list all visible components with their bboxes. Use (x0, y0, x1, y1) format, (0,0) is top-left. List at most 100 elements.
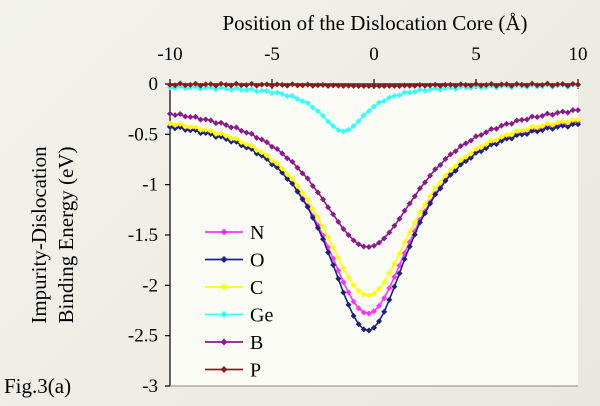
data-point (427, 82, 434, 89)
data-point (432, 191, 439, 198)
data-point (299, 189, 306, 196)
data-point (269, 157, 275, 164)
data-point (483, 82, 490, 89)
data-point (248, 85, 255, 92)
data-point (493, 82, 500, 89)
data-point (238, 82, 245, 89)
data-point (304, 196, 311, 203)
data-point (442, 177, 449, 184)
data-point (539, 112, 546, 119)
data-point (294, 96, 301, 103)
data-point (365, 83, 372, 90)
data-point (376, 99, 383, 106)
data-point (462, 158, 469, 165)
data-point (365, 292, 372, 299)
data-point (513, 80, 520, 87)
data-point (539, 82, 546, 89)
legend-label-c: C (250, 277, 263, 299)
data-point (197, 130, 204, 137)
data-point (325, 234, 332, 241)
data-point (228, 86, 235, 93)
plot-area: -10 -5 0 5 10 0 -0.5 -1 -1.5 -2 -2.5 -3 (128, 44, 588, 397)
data-point (508, 131, 515, 138)
y-tick-label: -3 (142, 376, 158, 397)
data-point (192, 80, 199, 87)
data-point (427, 200, 434, 207)
data-point (243, 144, 250, 151)
data-point (544, 80, 551, 87)
data-point (314, 224, 321, 231)
data-point (437, 179, 444, 186)
data-point (529, 127, 536, 134)
data-point (243, 141, 250, 148)
data-point (488, 137, 495, 144)
data-point (462, 153, 469, 160)
data-point (299, 98, 306, 105)
data-point (401, 82, 408, 89)
data-point (569, 116, 576, 123)
series-p (167, 80, 581, 90)
data-point (575, 81, 581, 88)
data-point (253, 147, 260, 154)
data-point (172, 122, 179, 129)
data-point (355, 288, 362, 295)
data-point (488, 80, 495, 87)
y-axis-title: Impurity-Dislocation Binding Energy (eV) (27, 146, 78, 324)
data-point (360, 243, 367, 250)
data-point (569, 107, 576, 114)
data-point (182, 126, 189, 133)
data-point (422, 82, 428, 89)
data-point (442, 84, 449, 91)
data-point (233, 84, 240, 91)
data-point (294, 82, 301, 89)
data-point (263, 152, 270, 159)
data-point (575, 116, 581, 123)
data-point (253, 134, 260, 141)
data-point (391, 274, 398, 281)
data-point (223, 132, 230, 139)
data-point (228, 124, 235, 131)
data-point (401, 256, 408, 263)
data-point (284, 82, 291, 89)
data-point (212, 130, 219, 137)
data-point (365, 310, 372, 317)
data-point (207, 81, 214, 88)
x-tick-label: -5 (264, 44, 280, 65)
x-tick-label: -10 (157, 44, 182, 65)
data-point (223, 81, 230, 88)
data-point (304, 81, 311, 88)
data-point (228, 138, 235, 145)
data-point (197, 126, 204, 133)
data-point (467, 137, 474, 144)
data-point (411, 82, 418, 89)
data-point (371, 103, 377, 110)
data-point (182, 82, 189, 89)
data-point (345, 232, 352, 239)
data-point (233, 135, 240, 142)
data-point (386, 229, 393, 236)
data-point (299, 82, 306, 89)
x-axis-title: Position of the Dislocation Core (Å) (222, 11, 527, 35)
data-point (437, 82, 444, 89)
data-point (564, 119, 571, 126)
data-point (197, 82, 204, 89)
data-point (289, 92, 296, 99)
data-point (447, 171, 454, 178)
data-point (381, 83, 388, 90)
data-point (539, 127, 546, 134)
data-point (478, 82, 485, 89)
data-point (304, 204, 311, 211)
data-point (569, 121, 576, 128)
data-point (279, 165, 286, 172)
data-point (411, 219, 418, 226)
data-point (345, 82, 352, 89)
data-point (432, 166, 439, 173)
data-point (202, 126, 209, 133)
data-point (289, 175, 296, 182)
data-point (340, 279, 347, 286)
data-point (192, 123, 199, 130)
data-point (498, 133, 505, 140)
data-point (365, 244, 372, 251)
data-point (212, 120, 219, 127)
